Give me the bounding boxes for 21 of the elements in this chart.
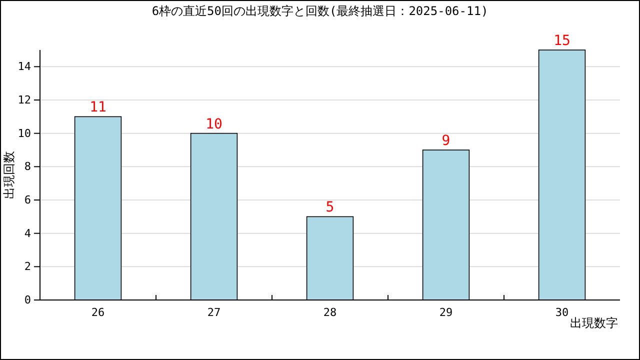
y-tick-label: 12 xyxy=(18,94,31,107)
y-axis-title: 出現回数 xyxy=(2,151,16,199)
y-tick-label: 2 xyxy=(24,260,31,274)
y-tick-label: 14 xyxy=(18,60,32,74)
chart-title: 6枠の直近50回の出現数字と回数(最終抽選日：2025-06-11) xyxy=(152,4,488,18)
x-axis-title: 出現数字 xyxy=(570,316,618,330)
y-tick-label: 4 xyxy=(24,226,32,240)
y-tick-label: 0 xyxy=(24,294,31,307)
y-tick-label: 10 xyxy=(18,126,31,140)
data-label: 10 xyxy=(206,116,222,132)
y-tick-label: 8 xyxy=(24,160,31,174)
data-label: 5 xyxy=(326,200,334,216)
x-tick-label: 30 xyxy=(555,306,569,319)
data-label: 15 xyxy=(554,33,570,49)
x-tick-label: 29 xyxy=(439,306,453,319)
y-tick-label: 6 xyxy=(24,194,31,207)
data-label: 11 xyxy=(90,100,106,116)
x-tick-label: 27 xyxy=(207,306,221,319)
x-tick-label: 28 xyxy=(323,306,337,319)
x-tick-label: 26 xyxy=(91,306,105,319)
data-label: 9 xyxy=(442,133,450,149)
